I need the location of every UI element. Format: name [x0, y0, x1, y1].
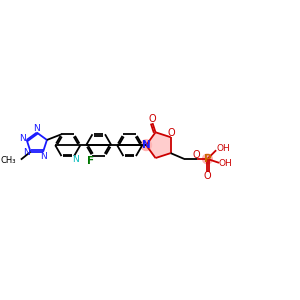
Text: OH: OH	[219, 159, 233, 168]
Polygon shape	[146, 132, 171, 158]
Text: P: P	[204, 154, 211, 164]
Text: N: N	[19, 134, 26, 143]
Text: F: F	[87, 156, 94, 166]
Circle shape	[141, 140, 152, 151]
Text: N: N	[33, 124, 40, 133]
Text: N: N	[40, 152, 47, 161]
Text: O: O	[168, 128, 176, 138]
Text: CH₃: CH₃	[1, 156, 16, 165]
Circle shape	[202, 154, 212, 164]
Text: N: N	[72, 155, 78, 164]
Text: N: N	[23, 148, 30, 157]
Text: O: O	[192, 150, 200, 160]
Text: O: O	[204, 171, 211, 181]
Text: N: N	[142, 140, 151, 150]
Text: OH: OH	[216, 144, 230, 153]
Text: O: O	[149, 114, 156, 124]
